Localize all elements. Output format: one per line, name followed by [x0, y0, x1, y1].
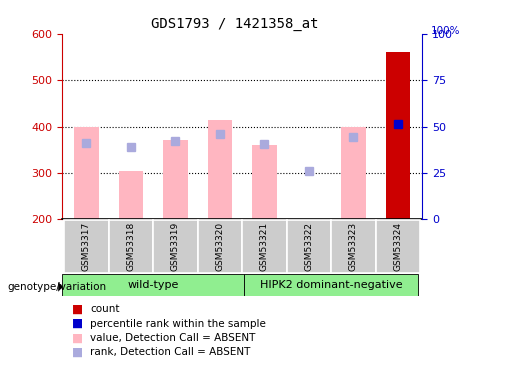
Text: HIPK2 dominant-negative: HIPK2 dominant-negative — [260, 280, 402, 290]
Bar — [208, 120, 232, 219]
FancyBboxPatch shape — [109, 220, 153, 273]
Text: GSM53322: GSM53322 — [304, 222, 313, 271]
Bar — [341, 127, 366, 219]
Text: GSM53317: GSM53317 — [82, 222, 91, 271]
Bar — [118, 171, 143, 219]
Text: genotype/variation: genotype/variation — [8, 282, 107, 292]
Text: ■: ■ — [72, 346, 83, 358]
Text: count: count — [90, 304, 119, 314]
FancyBboxPatch shape — [375, 220, 420, 273]
Text: GSM53320: GSM53320 — [215, 222, 225, 271]
Text: GSM53319: GSM53319 — [171, 222, 180, 271]
FancyBboxPatch shape — [153, 220, 198, 273]
Text: ■: ■ — [72, 303, 83, 316]
FancyBboxPatch shape — [198, 220, 242, 273]
Bar — [163, 141, 187, 219]
Text: ■: ■ — [72, 317, 83, 330]
Text: wild-type: wild-type — [127, 280, 179, 290]
FancyBboxPatch shape — [62, 274, 244, 296]
Bar — [252, 145, 277, 219]
Text: 100%: 100% — [431, 27, 460, 36]
Bar — [74, 127, 98, 219]
FancyBboxPatch shape — [64, 220, 109, 273]
Text: ■: ■ — [72, 332, 83, 344]
Text: GSM53324: GSM53324 — [393, 222, 402, 271]
Text: GDS1793 / 1421358_at: GDS1793 / 1421358_at — [150, 17, 318, 31]
Text: rank, Detection Call = ABSENT: rank, Detection Call = ABSENT — [90, 347, 250, 357]
Text: GSM53323: GSM53323 — [349, 222, 358, 271]
Bar — [386, 53, 410, 219]
FancyBboxPatch shape — [244, 274, 418, 296]
FancyBboxPatch shape — [286, 220, 331, 273]
FancyBboxPatch shape — [242, 220, 286, 273]
Polygon shape — [58, 282, 63, 292]
Text: value, Detection Call = ABSENT: value, Detection Call = ABSENT — [90, 333, 255, 343]
Text: percentile rank within the sample: percentile rank within the sample — [90, 319, 266, 328]
Text: GSM53321: GSM53321 — [260, 222, 269, 271]
FancyBboxPatch shape — [331, 220, 375, 273]
Text: GSM53318: GSM53318 — [126, 222, 135, 271]
